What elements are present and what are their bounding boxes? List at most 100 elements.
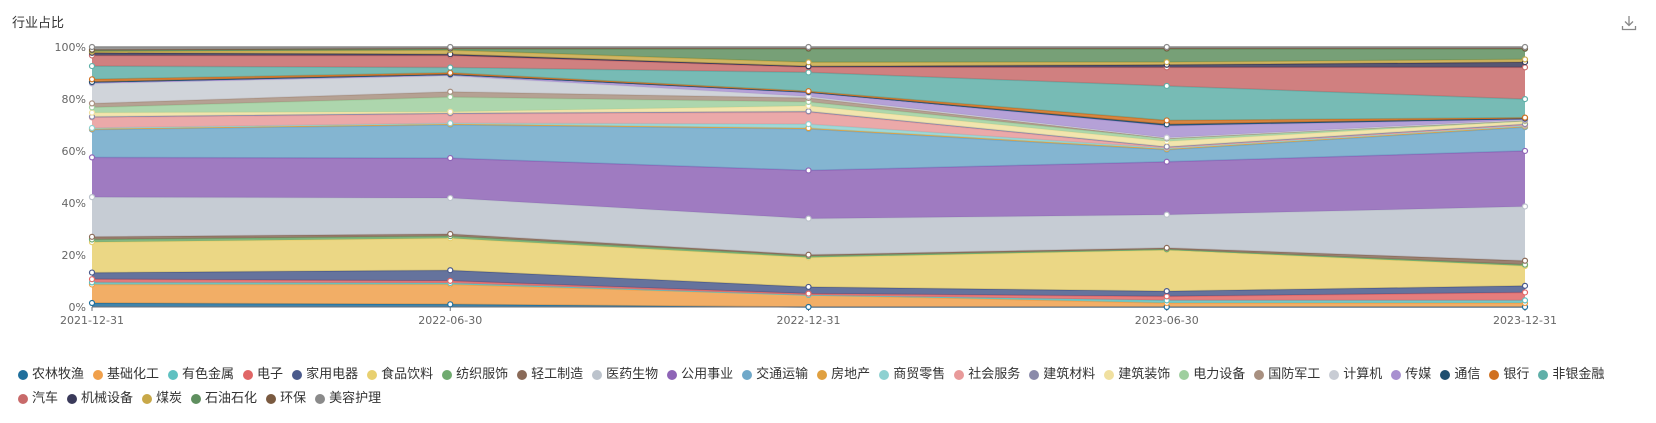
point-公用事业-0[interactable]	[88, 154, 96, 161]
y-tick-label: 100%	[55, 41, 86, 54]
legend-item[interactable]: 通信	[1440, 364, 1480, 386]
point-农林牧渔-1[interactable]	[447, 301, 454, 308]
point-煤炭-2[interactable]	[805, 59, 812, 66]
point-非银金融-3[interactable]	[1163, 82, 1170, 90]
point-煤炭-4[interactable]	[1521, 56, 1529, 63]
point-家用电器-3[interactable]	[1163, 287, 1170, 295]
legend-item[interactable]: 食品饮料	[367, 364, 433, 386]
point-煤炭-3[interactable]	[1163, 59, 1170, 66]
download-icon[interactable]	[1620, 14, 1638, 32]
point-非银金融-1[interactable]	[447, 64, 454, 71]
legend-item[interactable]: 美容护理	[315, 388, 381, 410]
point-商贸零售-2[interactable]	[805, 121, 812, 128]
point-公用事业-1[interactable]	[447, 154, 454, 162]
legend-item[interactable]: 计算机	[1329, 364, 1382, 386]
point-医药生物-4[interactable]	[1521, 203, 1529, 210]
legend-label: 有色金属	[182, 367, 235, 382]
point-电子-3[interactable]	[1163, 293, 1170, 300]
legend-item[interactable]: 家用电器	[292, 364, 358, 386]
legend-item[interactable]: 煤炭	[142, 388, 182, 410]
point-轻工制造-1[interactable]	[447, 230, 454, 238]
point-建筑材料-2[interactable]	[805, 108, 812, 115]
point-非银金融-4[interactable]	[1521, 96, 1529, 103]
point-银行-2[interactable]	[805, 88, 812, 95]
point-银行-0[interactable]	[88, 76, 96, 83]
legend-item[interactable]: 机械设备	[67, 388, 133, 410]
legend-label: 公用事业	[681, 367, 734, 382]
point-商贸零售-1[interactable]	[447, 120, 454, 127]
point-美容护理-2[interactable]	[805, 43, 812, 51]
point-商贸零售-0[interactable]	[88, 124, 96, 132]
point-非银金融-0[interactable]	[88, 62, 96, 70]
legend-item[interactable]: 医药生物	[592, 364, 658, 386]
legend-item[interactable]: 有色金属	[168, 364, 234, 386]
legend-item[interactable]: 社会服务	[954, 364, 1020, 386]
area-电子	[92, 279, 1525, 301]
legend-marker	[442, 370, 453, 380]
point-电子-0[interactable]	[88, 276, 96, 283]
legend-item[interactable]: 电子	[243, 364, 283, 386]
point-轻工制造-4[interactable]	[1521, 257, 1529, 264]
legend-item[interactable]: 商贸零售	[879, 364, 945, 386]
point-电子-2[interactable]	[805, 290, 812, 297]
x-tick-label: 2022-12-31	[777, 314, 841, 327]
legend-item[interactable]: 纺织服饰	[442, 364, 508, 386]
point-轻工制造-0[interactable]	[88, 233, 96, 240]
point-非银金融-2[interactable]	[805, 69, 812, 76]
point-家用电器-0[interactable]	[88, 269, 96, 276]
point-美容护理-4[interactable]	[1521, 43, 1529, 51]
legend-item[interactable]: 传媒	[1391, 364, 1431, 386]
point-美容护理-3[interactable]	[1163, 43, 1170, 51]
point-家用电器-2[interactable]	[805, 283, 812, 291]
point-医药生物-1[interactable]	[447, 194, 454, 202]
legend-item[interactable]: 汽车	[18, 388, 58, 410]
point-银行-4[interactable]	[1521, 114, 1529, 121]
legend-item[interactable]: 银行	[1489, 364, 1529, 386]
legend-item[interactable]: 公用事业	[667, 364, 733, 386]
point-电力设备-1[interactable]	[447, 93, 454, 101]
legend-marker	[18, 370, 28, 380]
point-建筑装饰-0[interactable]	[88, 109, 96, 116]
point-医药生物-2[interactable]	[805, 215, 812, 222]
point-医药生物-3[interactable]	[1163, 211, 1170, 218]
legend-item[interactable]: 非银金融	[1538, 364, 1604, 386]
legend-label: 商贸零售	[893, 367, 946, 382]
legend-item[interactable]: 轻工制造	[517, 364, 583, 386]
point-轻工制造-2[interactable]	[805, 251, 812, 258]
x-tick-label: 2023-06-30	[1135, 314, 1199, 327]
point-美容护理-1[interactable]	[447, 43, 454, 51]
legend-item[interactable]: 基础化工	[93, 364, 159, 386]
point-医药生物-0[interactable]	[88, 194, 96, 201]
point-电子-4[interactable]	[1521, 289, 1529, 296]
point-农林牧渔-2[interactable]	[805, 303, 812, 311]
point-电子-1[interactable]	[447, 277, 454, 284]
legend-item[interactable]: 石油石化	[191, 388, 257, 410]
point-银行-3[interactable]	[1163, 117, 1170, 124]
point-银行-1[interactable]	[447, 69, 454, 76]
legend-item[interactable]: 农林牧渔	[18, 364, 84, 386]
legend-item[interactable]: 房地产	[817, 364, 870, 386]
point-汽车-4[interactable]	[1521, 64, 1529, 71]
point-有色金属-4[interactable]	[1521, 297, 1529, 304]
point-家用电器-1[interactable]	[447, 267, 454, 274]
point-轻工制造-3[interactable]	[1163, 244, 1170, 251]
legend-marker	[142, 394, 153, 404]
legend-item[interactable]: 建筑装饰	[1104, 364, 1170, 386]
legend-item[interactable]: 交通运输	[742, 364, 808, 386]
point-公用事业-4[interactable]	[1521, 147, 1529, 155]
point-农林牧渔-0[interactable]	[88, 299, 96, 307]
legend-label: 煤炭	[156, 391, 183, 406]
legend-item[interactable]: 环保	[266, 388, 306, 410]
point-公用事业-2[interactable]	[805, 167, 812, 174]
point-国防军工-0[interactable]	[88, 100, 96, 107]
point-建筑材料-3[interactable]	[1163, 143, 1170, 150]
legend-item[interactable]: 电力设备	[1179, 364, 1245, 386]
legend-item[interactable]: 国防军工	[1254, 364, 1320, 386]
point-公用事业-3[interactable]	[1163, 158, 1170, 165]
point-计算机-3[interactable]	[1163, 134, 1170, 141]
point-国防军工-1[interactable]	[447, 88, 454, 95]
point-家用电器-4[interactable]	[1521, 282, 1529, 289]
point-建筑装饰-1[interactable]	[447, 108, 454, 115]
legend-item[interactable]: 建筑材料	[1029, 364, 1095, 386]
point-美容护理-0[interactable]	[88, 43, 96, 51]
